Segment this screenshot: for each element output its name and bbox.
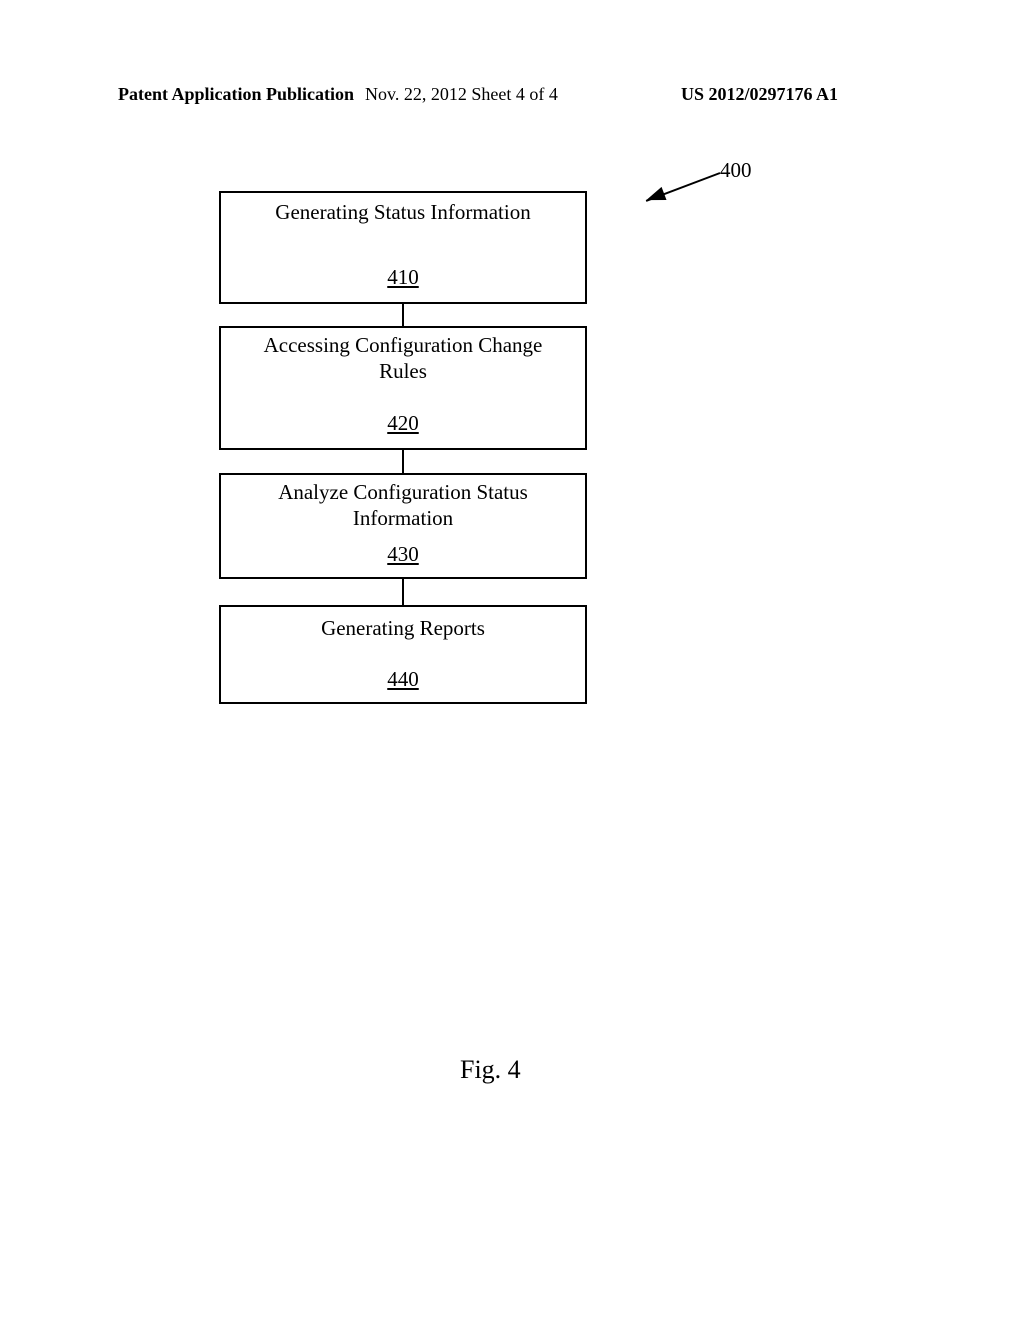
page: Patent Application Publication Nov. 22, … [0, 0, 1024, 1320]
node-ref: 420 [221, 411, 585, 436]
flowchart-connector [402, 450, 404, 473]
diagram-ref-number: 400 [720, 158, 752, 183]
node-title: Generating Reports [221, 607, 585, 641]
flowchart-node: Generating Status Information 410 [219, 191, 587, 304]
node-ref: 410 [221, 265, 585, 290]
pointer-arrowhead [644, 187, 667, 207]
node-ref: 430 [221, 542, 585, 567]
node-title: Generating Status Information [221, 193, 585, 225]
flowchart-node: Analyze Configuration StatusInformation 4… [219, 473, 587, 579]
node-ref: 440 [221, 667, 585, 692]
flowchart-node: Accessing Configuration ChangeRules 420 [219, 326, 587, 450]
flowchart-node: Generating Reports 440 [219, 605, 587, 704]
figure-label: Fig. 4 [460, 1055, 521, 1085]
flowchart: Generating Status Information 410 Accessin… [0, 0, 1024, 1320]
flowchart-connector [402, 304, 404, 326]
node-title: Accessing Configuration ChangeRules [221, 328, 585, 385]
flowchart-connector [402, 579, 404, 605]
node-title: Analyze Configuration StatusInformation [221, 475, 585, 532]
